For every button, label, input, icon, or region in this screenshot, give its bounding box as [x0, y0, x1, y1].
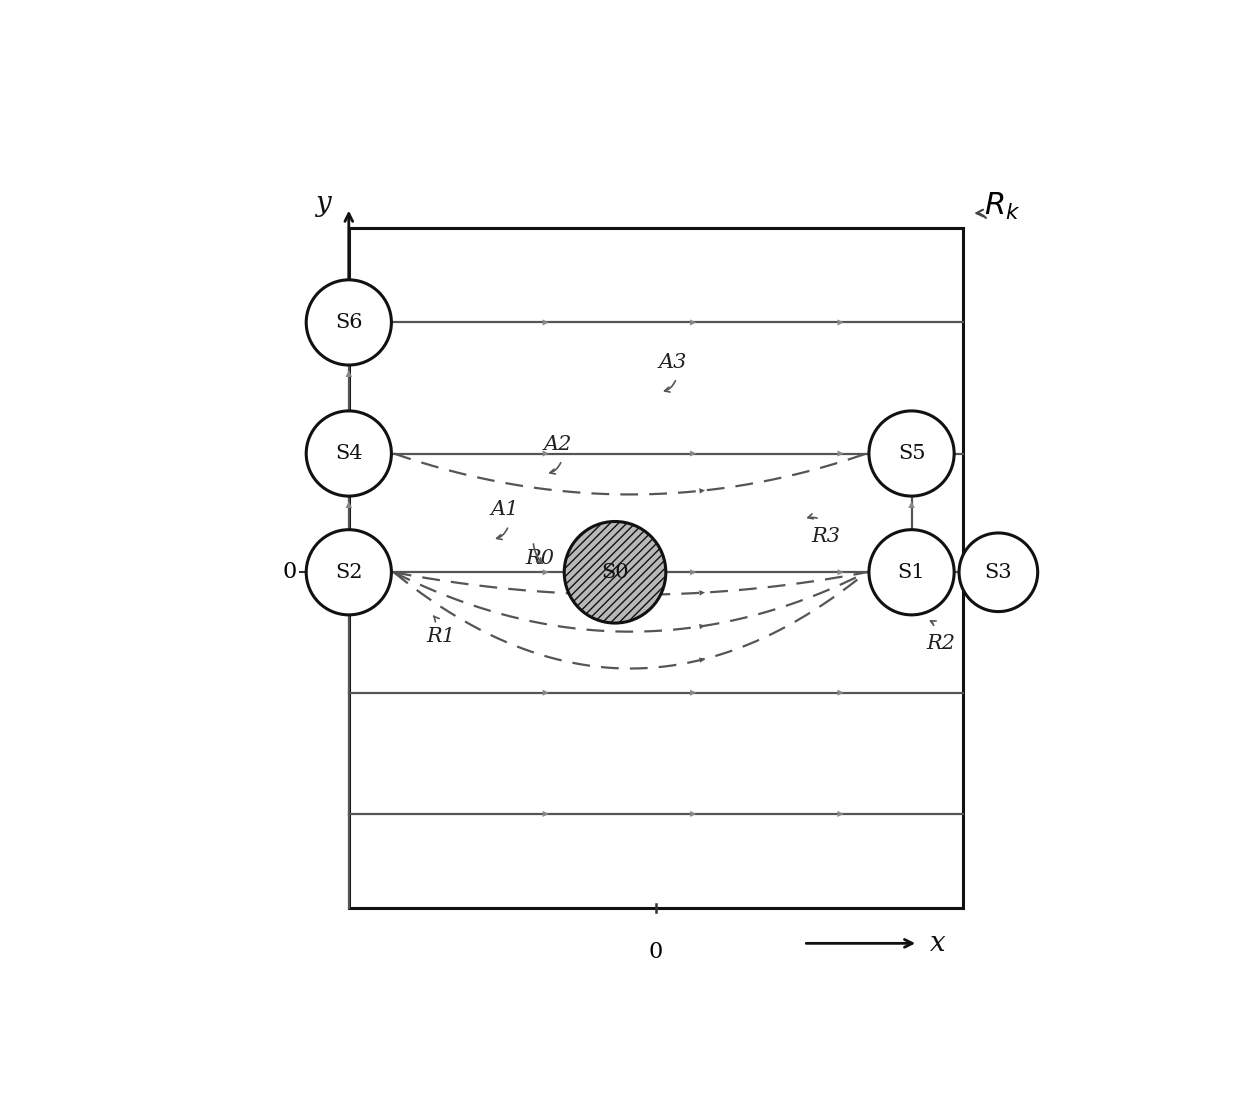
- Text: R3: R3: [812, 527, 841, 546]
- Text: A3: A3: [658, 353, 687, 372]
- Text: $R_k$: $R_k$: [983, 191, 1021, 222]
- Text: S3: S3: [985, 563, 1012, 582]
- Bar: [348, 228, 963, 908]
- Ellipse shape: [564, 522, 666, 623]
- Text: S1: S1: [898, 563, 925, 582]
- Text: A1: A1: [490, 500, 518, 519]
- Text: R2: R2: [926, 633, 955, 652]
- Text: R1: R1: [427, 627, 455, 646]
- Text: 0: 0: [283, 561, 298, 583]
- Text: 0: 0: [649, 941, 663, 963]
- Text: S6: S6: [335, 313, 362, 332]
- Text: y: y: [315, 190, 331, 217]
- Ellipse shape: [306, 411, 392, 496]
- Text: S5: S5: [898, 443, 925, 464]
- Ellipse shape: [306, 280, 392, 365]
- Text: S4: S4: [335, 443, 362, 464]
- Text: S0: S0: [601, 563, 629, 582]
- Ellipse shape: [869, 529, 954, 614]
- Ellipse shape: [869, 411, 954, 496]
- Text: S2: S2: [335, 563, 362, 582]
- Ellipse shape: [306, 529, 392, 614]
- Text: R0: R0: [525, 550, 554, 569]
- Ellipse shape: [959, 533, 1038, 612]
- Text: A2: A2: [543, 435, 572, 454]
- Text: x: x: [930, 929, 946, 957]
